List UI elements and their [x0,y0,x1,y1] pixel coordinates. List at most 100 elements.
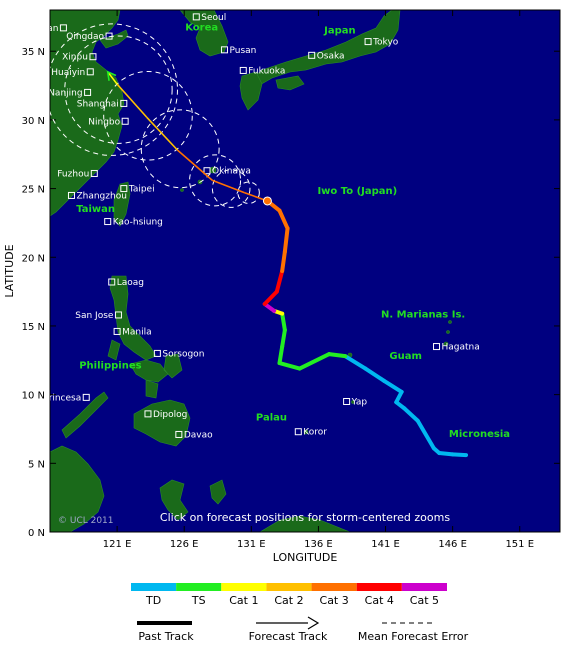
land-borneo [50,445,105,532]
forecast-track-segment [107,71,118,85]
lat-tick-label: 20 N [22,253,45,264]
city-label: Fukuoka [248,66,285,76]
error-circle [211,169,251,208]
city-label: Qingdao [66,32,104,42]
axis-ticks: 121 E 126 E 131 E 136 E 141 E 146 E 151 E 0 N 5 … [22,10,560,550]
city-marker [364,38,372,46]
forecast-track-segment [212,179,245,194]
legend-category-label: Cat 3 [320,594,349,607]
past-track-segment [343,354,368,371]
city-label: Okinawa [212,167,251,177]
legend-swatch [356,583,402,591]
land-shikoku [275,75,305,91]
copyright: © UCL 2011 [58,516,114,526]
y-axis-label: LATITUDE [3,244,16,297]
past-track-segment [280,249,287,273]
error-circle [64,35,173,144]
error-circle [237,181,260,204]
city-marker [121,117,129,125]
city-marker [203,167,211,175]
city-marker [433,343,441,351]
error-circle [103,70,193,161]
city-marker [105,32,113,40]
forecast-arrow-icon [307,616,320,630]
land-palawan [61,391,109,439]
past-track-segment [297,352,332,371]
lon-tick-label: 141 E [371,539,400,550]
current-position-marker [262,196,272,206]
lat-tick-label: 15 N [22,322,45,333]
legend-swatch [131,583,177,591]
city-label: Taipei [128,185,155,195]
lon-tick-label: 146 E [438,539,467,550]
city-marker [220,46,228,54]
past-track-segment [277,344,285,366]
forecast-track-segment [116,83,148,118]
land-kyushu [239,71,263,111]
past-track-segment [280,311,287,333]
track-legend: Past Track Forecast Track Mean Forecast … [137,616,469,643]
city-marker [144,410,152,418]
lat-tick-label: 5 N [28,459,45,470]
city-label: Fuzhou [57,169,89,179]
past-track-segment [382,378,404,394]
past-track-segment [363,366,387,383]
past-track-segment [450,452,469,458]
land-honshu [247,10,401,87]
city-marker [104,218,112,226]
city-marker [84,88,92,96]
city-label: Xinpu [62,53,88,63]
error-circle [140,109,220,189]
land-masses [50,10,452,532]
lon-tick-label: 136 E [304,539,333,550]
forecast-arrowhead [106,70,117,81]
land-taiwan [113,181,131,227]
city-marker [343,398,351,405]
city-marker [120,185,128,193]
forecast-error-circles [50,23,260,208]
city-marker [89,53,97,61]
city-label: Tokyo [372,38,399,48]
region-label: Guam [389,351,422,362]
error-circle [189,154,242,207]
land-sulawesi [159,479,227,521]
lat-tick-label: 10 N [22,391,45,402]
legend-category-label: Cat 5 [410,594,439,607]
lon-tick-label: 131 E [237,539,266,550]
city-label: Seoul [201,13,226,23]
legend-swatch [401,583,447,591]
city-label: Hagatna [442,343,480,353]
plot-frame [49,9,561,533]
city-marker [192,13,200,21]
city-marker [90,169,98,177]
region-label: N. Marianas Is. [381,310,465,321]
past-track-segment [262,289,279,306]
past-track-segment [402,406,420,423]
land-luzon [109,275,157,361]
region-label: Philippines [79,361,141,372]
legend-category-label: Cat 4 [365,594,394,607]
city-marker [114,311,122,319]
city-label: Osaka [317,51,345,61]
region-label: Japan [323,25,356,36]
past-track-segment [327,352,348,359]
region-label: Iwo To (Japan) [317,186,397,197]
legend-category-label: Cat 1 [229,594,258,607]
ocean [50,10,560,532]
city-marker [308,51,316,59]
error-label: Mean Forecast Error [358,630,469,643]
lat-tick-label: 25 N [22,185,45,196]
legend-swatch [221,583,267,591]
land-korea [179,10,229,57]
city-marker [86,68,94,76]
past-track-segment [274,269,285,294]
city-marker [175,430,183,438]
legend-category-label: TD [145,594,161,607]
forecast-track-label: Forecast Track [249,630,328,643]
city-label: Zhangzhou [76,191,126,201]
lat-tick-label: 35 N [22,47,45,58]
error-circle [50,23,178,156]
past-track-segment [282,226,290,254]
legend-swatch [266,583,312,591]
